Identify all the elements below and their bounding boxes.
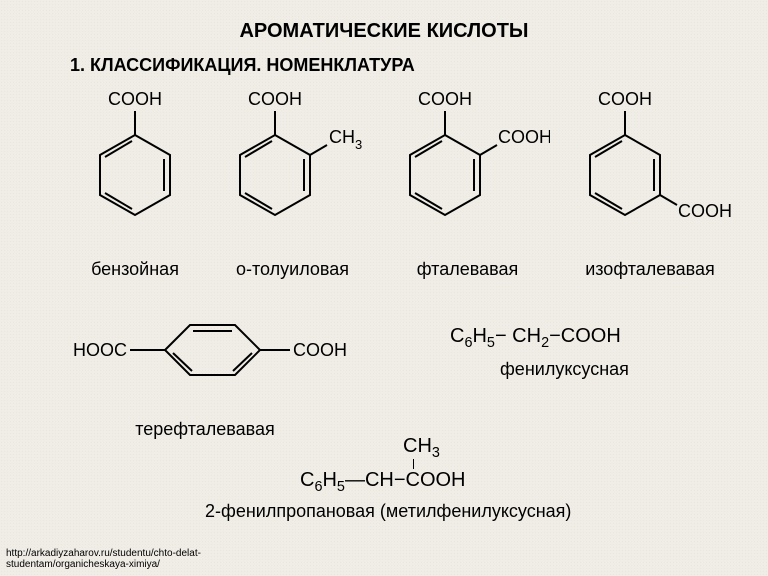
benzene-ring-horizontal: HOOC COOH (55, 295, 355, 415)
footer-url: http://arkadiyzaharov.ru/studentu/chto-d… (6, 548, 201, 570)
page-title: АРОМАТИЧЕСКИЕ КИСЛОТЫ (0, 20, 768, 43)
group-cooh-1: COOH (598, 89, 652, 109)
group-cooh: COOH (293, 340, 347, 360)
molecule-isophthalic: COOH COOH изофталевавая (565, 85, 735, 280)
group-ch3: CH3 (329, 127, 362, 152)
benzene-ring: COOH COOH (565, 85, 735, 255)
label-phenylacetic: фенилуксусная (500, 359, 629, 380)
molecule-phthalic: COOH COOH фталевавая (385, 85, 550, 280)
molecule-benzoic: COOH бензойная (75, 85, 195, 280)
label-phthalic: фталевавая (385, 259, 550, 280)
formula-2-phenylpropanoic: CH3 C6H5—CH−COOH 2-фенилпропановая (мети… (300, 435, 571, 522)
group-cooh-2: COOH (678, 201, 732, 221)
formula-phenylacetic: C6H5− CH2−COOH фенилуксусная (450, 325, 629, 380)
group-cooh-2: COOH (498, 127, 550, 147)
group-cooh: COOH (248, 89, 302, 109)
formula-text: C6H5− CH2−COOH (450, 325, 621, 347)
molecule-o-toluic: COOH CH3 о-толуиловая (215, 85, 370, 280)
benzene-ring: COOH (75, 85, 195, 255)
group-cooh-1: COOH (418, 89, 472, 109)
label-2-phenylpropanoic: 2-фенилпропановая (метилфенилуксусная) (205, 501, 571, 522)
section-subtitle: 1. КЛАССИФИКАЦИЯ. НОМЕНКЛАТУРА (70, 55, 415, 76)
label-benzoic: бензойная (75, 259, 195, 280)
group-cooh: COOH (108, 89, 162, 109)
label-isophthalic: изофталевавая (565, 259, 735, 280)
benzene-ring: COOH CH3 (215, 85, 370, 255)
molecule-terephthalic: HOOC COOH терефталевавая (55, 295, 355, 440)
label-o-toluic: о-толуиловая (215, 259, 370, 280)
formula-main: C6H5—CH−COOH (300, 469, 571, 495)
benzene-ring: COOH COOH (385, 85, 550, 255)
ch3-top: CH3 (403, 435, 440, 457)
group-hooc: HOOC (73, 340, 127, 360)
